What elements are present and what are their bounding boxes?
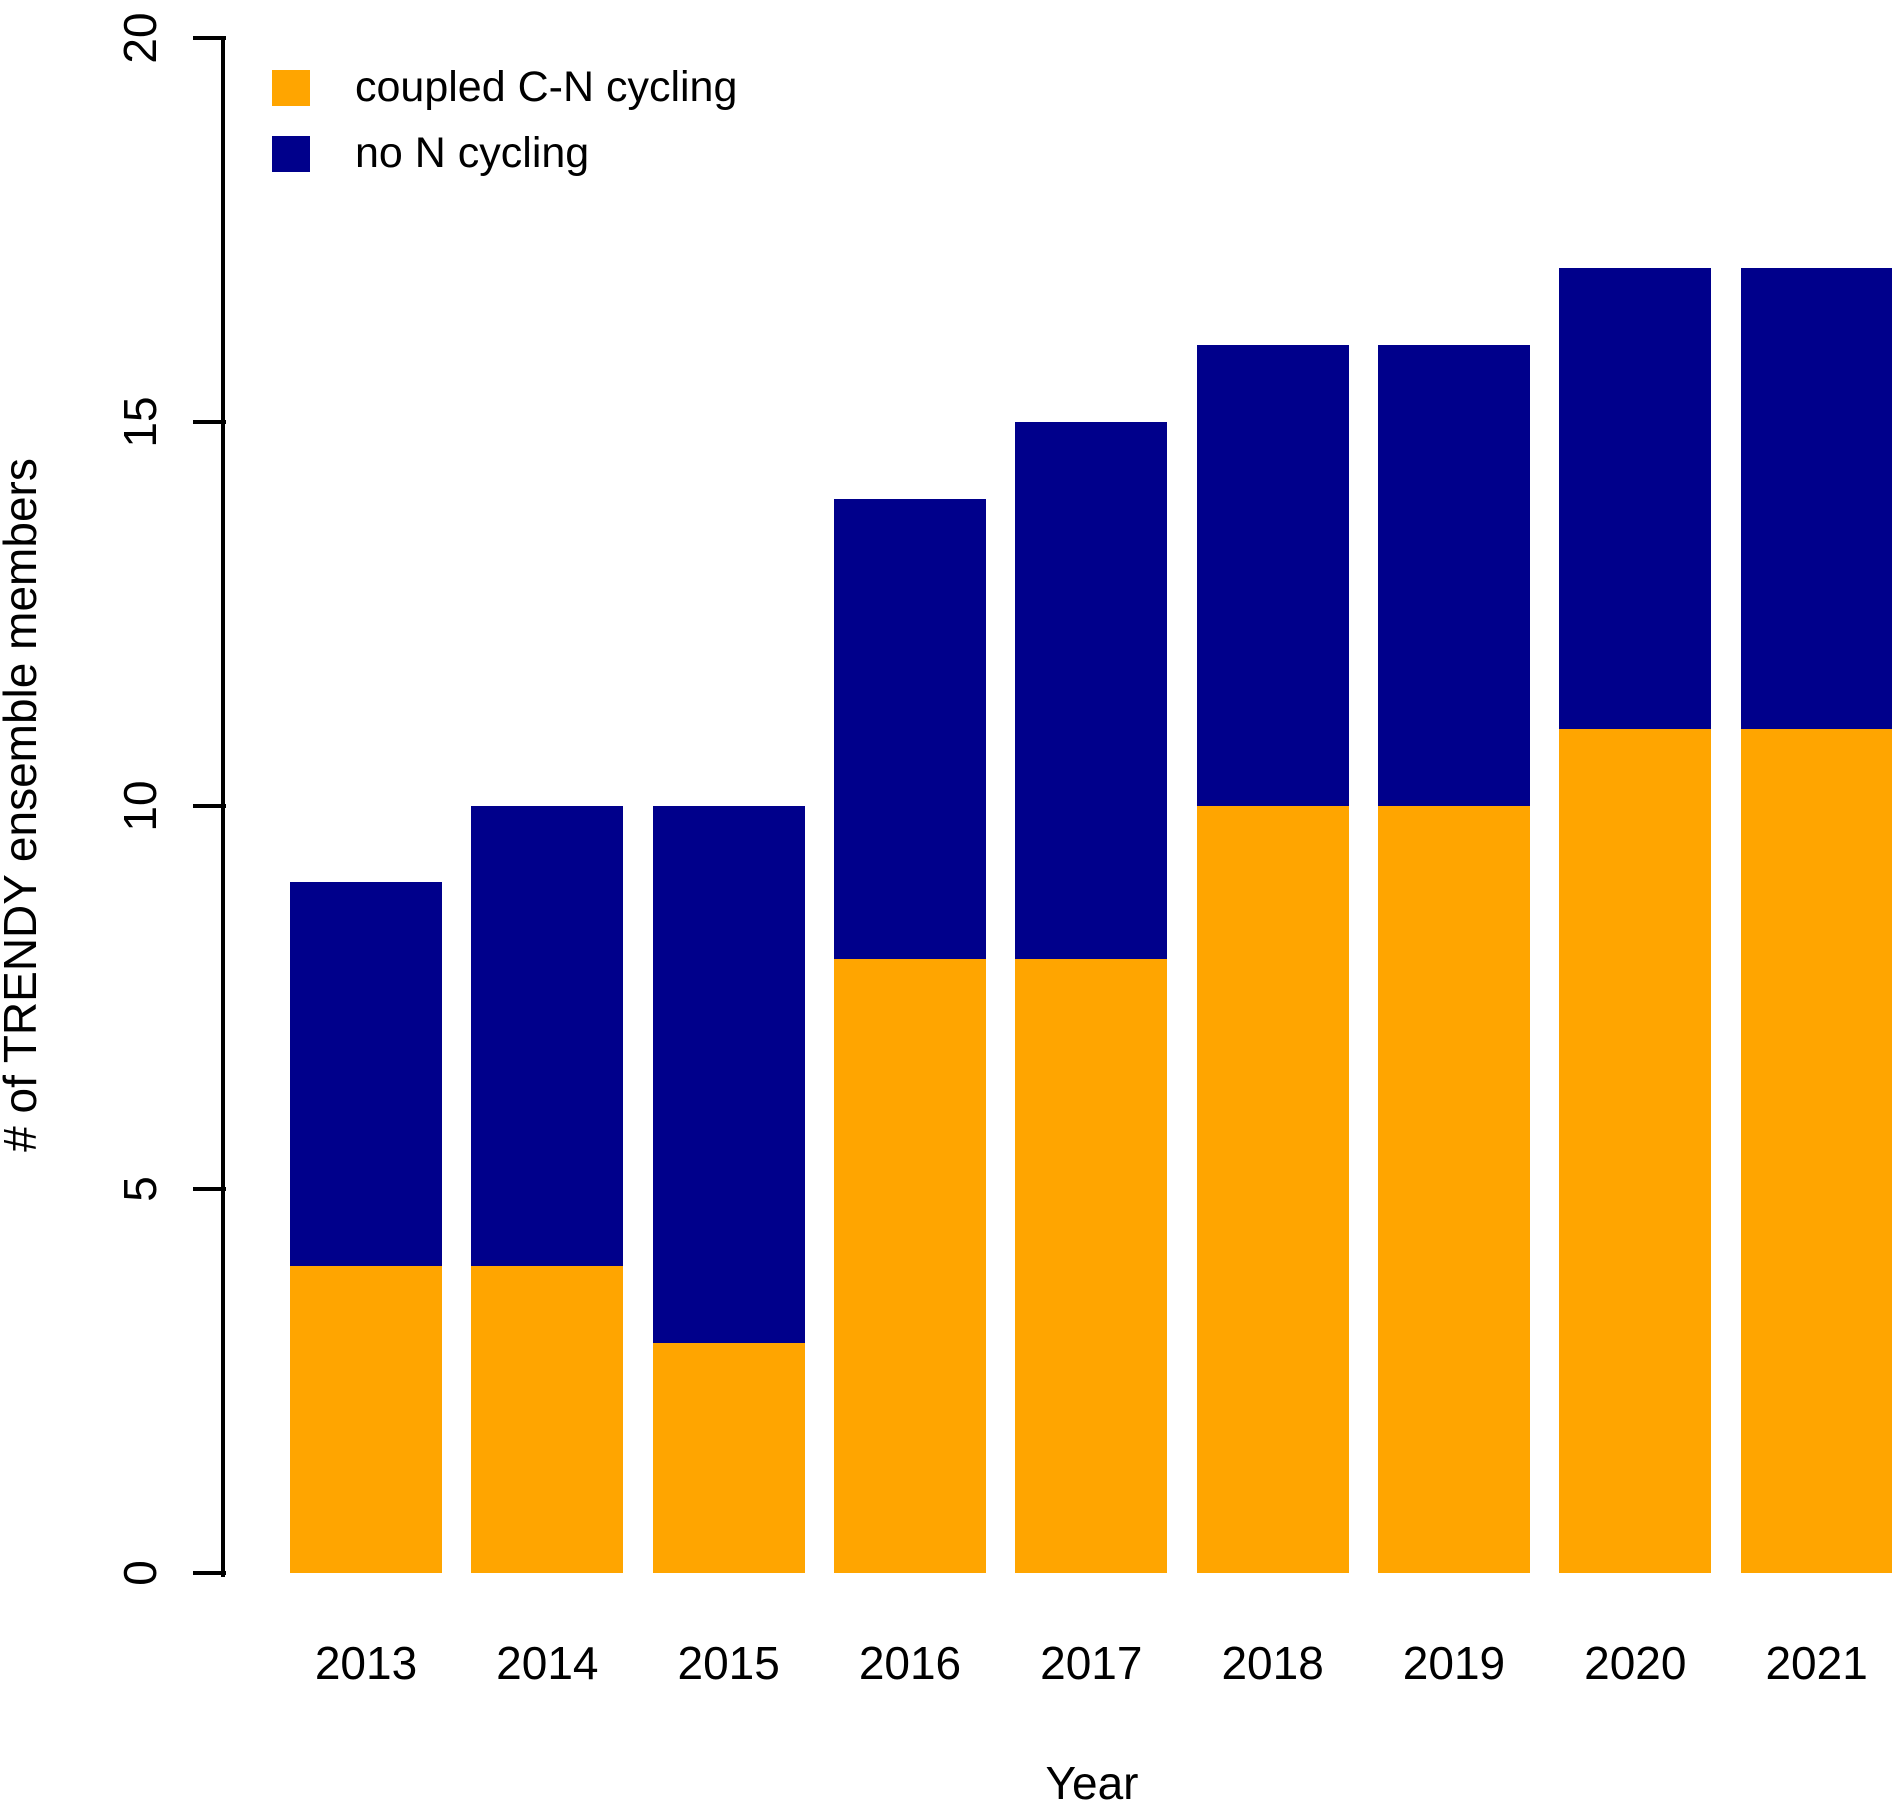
y-tick-0 [193, 1571, 226, 1575]
x-tick-label-2018: 2018 [1221, 1637, 1324, 1689]
bar-segment-2018-no-n-cycling [1196, 345, 1349, 806]
bar-segment-2020-no-n-cycling [1559, 268, 1712, 729]
bar-segment-2016-no-n-cycling [833, 498, 986, 959]
legend-label-no-n-cycling: no N cycling [355, 129, 590, 177]
y-tick-label-10: 10 [114, 779, 166, 832]
bar-segment-2014-coupled-c-n-cycling [471, 1266, 624, 1573]
y-tick-label-15: 15 [114, 396, 166, 448]
legend-item-no-n-cycling: no N cycling [272, 132, 737, 175]
x-tick-label-2021: 2021 [1765, 1637, 1868, 1689]
legend-item-coupled-cn-cycling: coupled C-N cycling [272, 66, 737, 109]
legend-label-coupled-cn-cycling: coupled C-N cycling [355, 63, 738, 111]
bar-segment-2015-no-n-cycling [652, 805, 805, 1343]
legend-swatch-coupled-cn-cycling [272, 69, 310, 106]
bar-segment-2017-no-n-cycling [1015, 421, 1168, 959]
y-axis-title: # of TRENDY ensemble members [0, 458, 46, 1152]
legend: coupled C-N cycling no N cycling [272, 66, 737, 175]
y-tick-label-20: 20 [114, 12, 166, 64]
x-tick-label-2019: 2019 [1402, 1637, 1506, 1689]
bar-segment-2019-coupled-c-n-cycling [1377, 805, 1530, 1573]
bar-segment-2015-coupled-c-n-cycling [652, 1342, 805, 1573]
bar-segment-2016-coupled-c-n-cycling [833, 959, 986, 1573]
y-tick-15 [193, 419, 226, 424]
bar-segment-2018-coupled-c-n-cycling [1196, 805, 1349, 1573]
bar-segment-2013-no-n-cycling [290, 882, 442, 1266]
legend-swatch-no-n-cycling [272, 135, 310, 172]
y-tick-20 [193, 36, 226, 40]
bar-segment-2017-coupled-c-n-cycling [1015, 959, 1168, 1573]
bar-segment-2021-no-n-cycling [1740, 268, 1892, 729]
x-tick-label-2015: 2015 [677, 1637, 780, 1689]
bar-segment-2019-no-n-cycling [1377, 345, 1530, 806]
x-tick-label-2020: 2020 [1584, 1637, 1687, 1689]
bar-segment-2021-coupled-c-n-cycling [1740, 728, 1892, 1573]
y-tick-label-5: 5 [114, 1176, 166, 1203]
bar-segment-2020-coupled-c-n-cycling [1559, 728, 1712, 1573]
y-tick-label-0: 0 [114, 1560, 166, 1586]
bar-segment-2013-coupled-c-n-cycling [290, 1266, 442, 1573]
x-tick-label-2013: 2013 [314, 1637, 418, 1689]
x-tick-label-2016: 2016 [858, 1637, 962, 1689]
x-tick-label-2014: 2014 [496, 1637, 599, 1689]
x-axis-title: Year [1045, 1757, 1139, 1802]
y-tick-5 [193, 1187, 226, 1192]
y-tick-10 [193, 803, 226, 808]
bar-segment-2014-no-n-cycling [471, 805, 624, 1266]
x-tick-label-2017: 2017 [1040, 1637, 1143, 1689]
